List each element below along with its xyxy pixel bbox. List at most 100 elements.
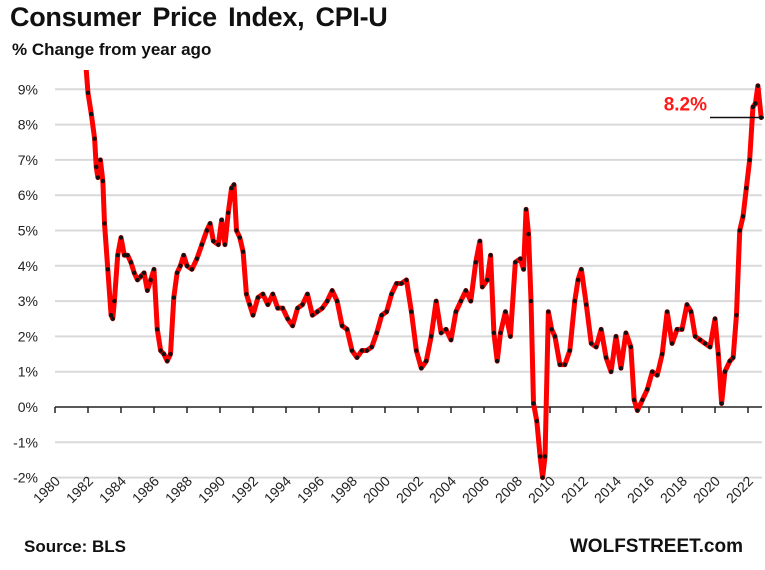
data-point-marker <box>458 298 464 304</box>
data-point-marker <box>330 288 335 293</box>
data-point-marker <box>132 270 137 276</box>
data-point-marker <box>110 316 115 321</box>
data-point-marker <box>740 214 746 219</box>
data-point-marker <box>635 408 640 413</box>
data-point-marker <box>603 355 609 360</box>
data-point-marker <box>584 302 589 307</box>
data-point-marker <box>374 330 379 336</box>
data-point-marker <box>542 454 548 459</box>
data-point-marker <box>730 355 736 360</box>
data-point-marker <box>716 351 721 357</box>
y-tick-label: 1% <box>18 364 38 380</box>
data-point-marker <box>477 238 483 244</box>
data-point-marker <box>679 327 685 332</box>
data-point-marker <box>135 277 140 283</box>
data-point-marker <box>480 284 485 290</box>
data-point-marker <box>158 348 163 353</box>
data-point-marker <box>463 288 469 293</box>
data-point-marker <box>161 351 167 357</box>
data-point-marker <box>409 309 414 314</box>
data-point-marker <box>315 309 320 314</box>
data-point-marker <box>755 83 761 88</box>
data-point-marker <box>226 210 231 216</box>
data-point-marker <box>727 358 733 364</box>
data-point-marker <box>526 231 531 237</box>
y-tick-label: -1% <box>13 434 38 450</box>
data-point-marker <box>141 270 147 276</box>
data-point-marker <box>433 298 439 304</box>
data-point-marker <box>250 313 256 318</box>
data-point-marker <box>540 475 545 480</box>
data-point-marker <box>207 221 213 226</box>
data-point-marker <box>424 358 429 364</box>
data-point-marker <box>178 263 183 268</box>
data-point-marker <box>92 136 97 141</box>
data-point-marker <box>521 267 526 272</box>
data-point-marker <box>174 270 180 276</box>
data-point-marker <box>438 330 444 336</box>
data-point-marker <box>105 267 111 272</box>
data-point-marker <box>722 369 728 374</box>
data-point-marker <box>349 348 355 353</box>
y-tick-label: 9% <box>18 81 38 97</box>
data-point-marker <box>240 249 246 254</box>
data-point-marker <box>598 327 604 332</box>
data-point-marker <box>747 157 752 163</box>
data-point-marker <box>94 164 99 170</box>
data-point-marker <box>125 253 130 258</box>
data-point-marker <box>275 305 280 311</box>
data-point-marker <box>369 344 374 350</box>
data-point-marker <box>115 253 120 258</box>
x-axis <box>54 406 762 413</box>
data-point-marker <box>237 235 242 240</box>
data-point-marker <box>247 302 252 307</box>
data-point-marker <box>260 291 266 297</box>
data-point-marker <box>118 235 124 240</box>
data-point-marker <box>528 298 534 304</box>
data-point-marker <box>589 341 594 346</box>
data-point-marker <box>189 267 195 272</box>
data-point-marker <box>83 48 87 52</box>
data-point-marker <box>664 309 670 314</box>
data-point-marker <box>491 330 497 336</box>
data-point-marker <box>305 291 310 297</box>
data-point-marker <box>244 291 249 297</box>
data-point-marker <box>562 362 568 367</box>
data-point-marker <box>389 291 394 297</box>
data-point-marker <box>549 327 554 332</box>
data-point-marker <box>419 365 424 371</box>
data-point-marker <box>628 344 634 350</box>
data-point-marker <box>655 373 660 378</box>
y-tick-label: 4% <box>18 258 38 274</box>
data-point-marker <box>567 348 572 353</box>
y-tick-label: 5% <box>18 223 38 239</box>
data-point-marker <box>194 256 200 261</box>
data-point-marker <box>753 101 758 106</box>
data-point-marker <box>608 369 614 374</box>
data-point-marker <box>557 362 563 367</box>
data-point-marker <box>320 305 325 311</box>
data-point-marker <box>138 274 143 279</box>
data-point-marker <box>344 327 350 332</box>
data-point-marker <box>537 454 543 459</box>
data-point-marker <box>443 327 449 332</box>
source-label: Source: BLS <box>24 537 127 556</box>
data-point-marker <box>229 185 234 191</box>
data-point-marker <box>508 334 513 339</box>
data-point-marker <box>165 358 170 364</box>
data-point-marker <box>399 281 404 286</box>
data-point-marker <box>285 316 290 321</box>
data-point-marker <box>98 157 103 163</box>
data-point-marker <box>552 334 558 339</box>
data-point-marker <box>485 277 490 283</box>
data-point-marker <box>270 291 275 297</box>
data-point-marker <box>737 228 742 233</box>
data-point-marker <box>310 313 315 318</box>
data-point-marker <box>122 253 127 258</box>
y-tick-label: 2% <box>18 328 38 344</box>
y-tick-label: 3% <box>18 293 38 309</box>
y-tick-label: -2% <box>13 470 38 486</box>
chart-title: Consumer Price Index, CPI-U <box>10 2 388 32</box>
data-point-marker <box>534 418 539 424</box>
data-point-marker <box>712 316 718 321</box>
